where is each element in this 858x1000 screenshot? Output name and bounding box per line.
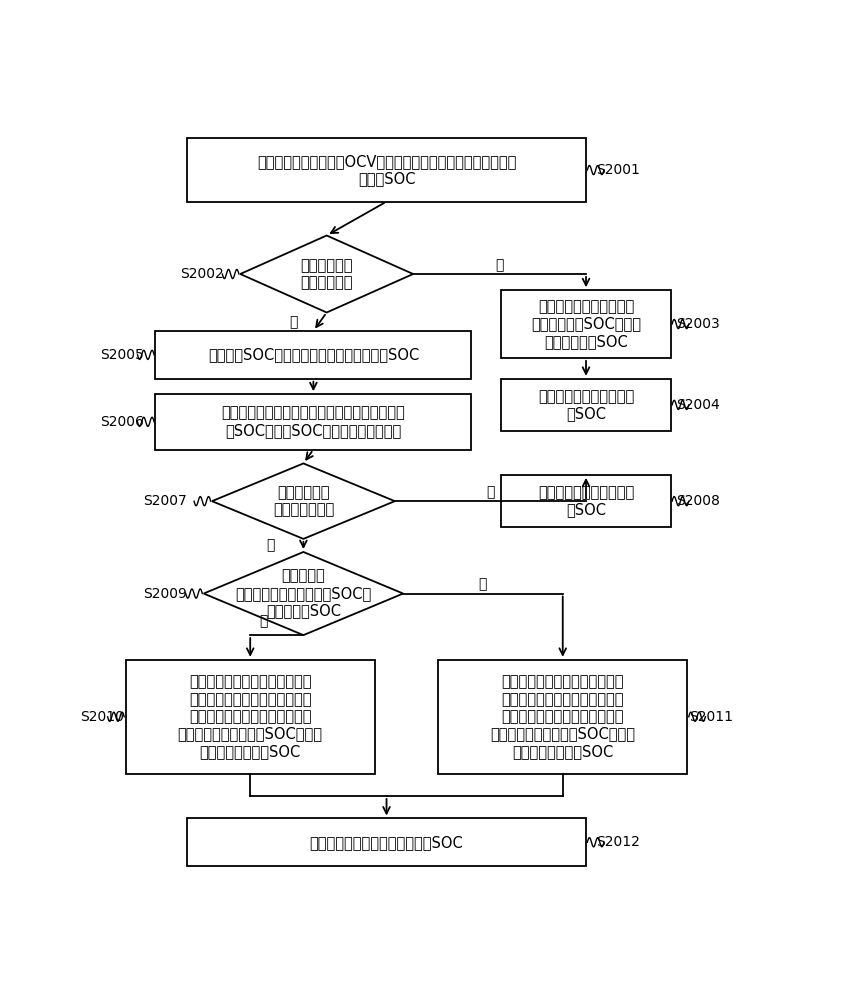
Text: 否: 否 [486,485,494,499]
Text: 根据电池的当前电压和电
池对应的充电SOC曲线确
定电池的当前SOC: 根据电池的当前电压和电 池对应的充电SOC曲线确 定电池的当前SOC [531,299,641,349]
Text: 当采集的放电电流超过预设电流阈值时，求取当
前SOC与第一SOC之间的差值的绝对值: 当采集的放电电流超过预设电流阈值时，求取当 前SOC与第一SOC之间的差值的绝对… [221,406,405,438]
Text: S2010: S2010 [80,710,124,724]
Text: 判断绝对值是
否大于预设阈值: 判断绝对值是 否大于预设阈值 [273,485,334,517]
Bar [187,818,586,866]
Bar [501,290,671,358]
Text: 否: 否 [479,577,487,591]
Text: 是: 是 [259,614,268,628]
Text: 通过车辆中的仪表显示当
前SOC: 通过车辆中的仪表显示当 前SOC [538,485,634,517]
Bar [187,138,586,202]
Text: S2008: S2008 [676,494,720,508]
Text: S2012: S2012 [596,835,640,849]
Text: 若持续时间
超过预设时长，确定当前SOC是
否大于第一SOC: 若持续时间 超过预设时长，确定当前SOC是 否大于第一SOC [235,569,372,618]
Text: S2009: S2009 [143,587,187,601]
Text: S2003: S2003 [676,317,720,331]
Bar [438,660,687,774]
Bar [155,394,471,450]
Polygon shape [203,552,403,635]
Text: S2006: S2006 [100,415,144,429]
Text: S2005: S2005 [100,348,144,362]
Text: 基于初始SOC和安时积分法确定电池的当前SOC: 基于初始SOC和安时积分法确定电池的当前SOC [208,347,419,362]
Text: S2004: S2004 [676,398,720,412]
Text: 确定放电电流对应的第一系数，
并将放电电流乘以第一系数得到
第一放电电流，基于第一放电电
流和安时积分法对当前SOC进行修
正，得到修正后的SOC: 确定放电电流对应的第一系数， 并将放电电流乘以第一系数得到 第一放电电流，基于第… [178,674,323,759]
Text: 确定电池是否
处于放电状态: 确定电池是否 处于放电状态 [300,258,353,290]
Bar [501,379,671,431]
Text: 根据车辆中电池对应的OCV曲线以及电池的初始电压，确定电池
的初始SOC: 根据车辆中电池对应的OCV曲线以及电池的初始电压，确定电池 的初始SOC [257,154,517,186]
Polygon shape [240,235,414,312]
Text: S2011: S2011 [689,710,733,724]
Text: 是: 是 [266,538,275,552]
Bar [155,331,471,379]
Text: 确定放电电流对应的第二系数，
并将放电电流乘以第二系数得到
第二放电电流，基于第二放电电
流和安时积分法对当前SOC进行修
正，得到修正后的SOC: 确定放电电流对应的第二系数， 并将放电电流乘以第二系数得到 第二放电电流，基于第… [490,674,635,759]
Text: 通过车辆中的仪表显示修正后的SOC: 通过车辆中的仪表显示修正后的SOC [310,835,463,850]
Text: 否: 否 [495,258,504,272]
Bar [125,660,375,774]
Text: S2002: S2002 [180,267,224,281]
Text: S2007: S2007 [143,494,187,508]
Text: S2001: S2001 [596,163,640,177]
Text: 通过车辆中的仪表显示当
前SOC: 通过车辆中的仪表显示当 前SOC [538,389,634,421]
Bar [501,475,671,527]
Polygon shape [212,463,395,539]
Text: 是: 是 [289,315,298,329]
